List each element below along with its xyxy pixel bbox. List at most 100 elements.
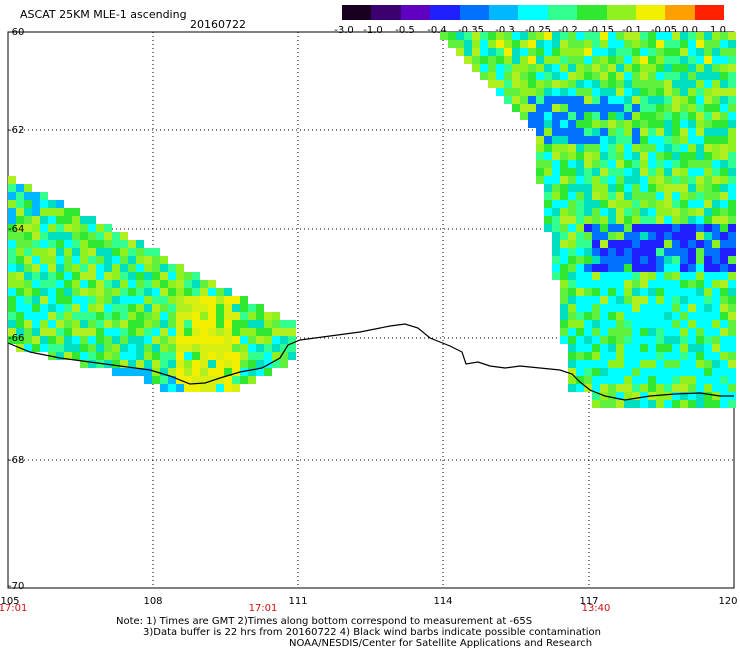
swath-cell	[184, 304, 192, 312]
swath-cell	[704, 104, 712, 112]
swath-cell	[264, 336, 272, 344]
swath-cell	[576, 232, 584, 240]
swath-cell	[8, 328, 16, 336]
swath-cell	[576, 72, 584, 80]
swath-cell	[136, 272, 144, 280]
swath-cell	[120, 264, 128, 272]
swath-cell	[600, 224, 608, 232]
swath-cell	[712, 400, 720, 408]
swath-cell	[488, 32, 496, 40]
swath-cell	[608, 144, 616, 152]
swath-cell	[704, 72, 712, 80]
swath-cell	[680, 176, 688, 184]
swath-cell	[32, 296, 40, 304]
swath-cell	[160, 304, 168, 312]
swath-cell	[592, 400, 600, 408]
swath-cell	[664, 32, 672, 40]
swath-cell	[576, 136, 584, 144]
swath-cell	[688, 120, 696, 128]
swath-cell	[616, 216, 624, 224]
lat-label: -64	[8, 224, 25, 235]
colorbar-tick: -1.0	[363, 25, 383, 36]
swath-cell	[616, 384, 624, 392]
swath-cell	[96, 264, 104, 272]
swath-cell	[504, 80, 512, 88]
swath-cell	[128, 240, 136, 248]
swath-cell	[672, 200, 680, 208]
swath-cell	[504, 72, 512, 80]
swath-cell	[232, 384, 240, 392]
swath-cell	[16, 248, 24, 256]
swath-cell	[168, 320, 176, 328]
swath-cell	[688, 304, 696, 312]
swath-cell	[712, 296, 720, 304]
swath-cell	[680, 344, 688, 352]
swath-cell	[208, 280, 216, 288]
swath-cell	[720, 384, 728, 392]
swath-cell	[664, 232, 672, 240]
swath-cell	[608, 288, 616, 296]
swath-cell	[128, 304, 136, 312]
swath-cell	[624, 296, 632, 304]
swath-cell	[560, 296, 568, 304]
swath-cell	[672, 336, 680, 344]
swath-cell	[64, 320, 72, 328]
swath-cell	[584, 208, 592, 216]
swath-cell	[48, 240, 56, 248]
swath-cell	[632, 64, 640, 72]
swath-cell	[176, 360, 184, 368]
swath-cell	[600, 168, 608, 176]
swath-cell	[120, 272, 128, 280]
swath-cell	[504, 56, 512, 64]
swath-cell	[696, 32, 704, 40]
swath-cell	[720, 336, 728, 344]
swath-cell	[160, 296, 168, 304]
swath-cell	[200, 384, 208, 392]
swath-cell	[568, 352, 576, 360]
swath-cell	[584, 224, 592, 232]
swath-cell	[72, 256, 80, 264]
swath-cell	[688, 376, 696, 384]
swath-cell	[8, 320, 16, 328]
swath-cell	[728, 240, 736, 248]
lat-label: -60	[8, 27, 25, 38]
swath-cell	[720, 48, 728, 56]
swath-cell	[616, 328, 624, 336]
swath-cell	[592, 64, 600, 72]
swath-cell	[80, 296, 88, 304]
swath-cell	[632, 104, 640, 112]
swath-cell	[664, 296, 672, 304]
swath-cell	[728, 48, 736, 56]
swath-cell	[624, 328, 632, 336]
swath-cell	[648, 248, 656, 256]
swath-cell	[576, 160, 584, 168]
swath-cell	[608, 200, 616, 208]
swath-cell	[600, 144, 608, 152]
swath-cell	[144, 352, 152, 360]
swath-cell	[624, 352, 632, 360]
swath-cell	[24, 208, 32, 216]
swath-cell	[120, 280, 128, 288]
swath-cell	[536, 80, 544, 88]
swath-cell	[16, 320, 24, 328]
swath-cell	[696, 160, 704, 168]
swath-cell	[688, 336, 696, 344]
swath-cell	[576, 48, 584, 56]
swath-cell	[200, 328, 208, 336]
swath-cell	[696, 184, 704, 192]
swath-cell	[176, 328, 184, 336]
swath-cell	[608, 208, 616, 216]
swath-cell	[712, 368, 720, 376]
swath-cell	[56, 232, 64, 240]
swath-cell	[720, 192, 728, 200]
swath-cell	[88, 296, 96, 304]
swath-cell	[680, 232, 688, 240]
swath-cell	[632, 152, 640, 160]
swath-cell	[688, 240, 696, 248]
swath-cell	[680, 240, 688, 248]
swath-cell	[664, 288, 672, 296]
swath-cell	[592, 88, 600, 96]
swath-cell	[32, 240, 40, 248]
swath-cell	[616, 336, 624, 344]
swath-cell	[720, 40, 728, 48]
